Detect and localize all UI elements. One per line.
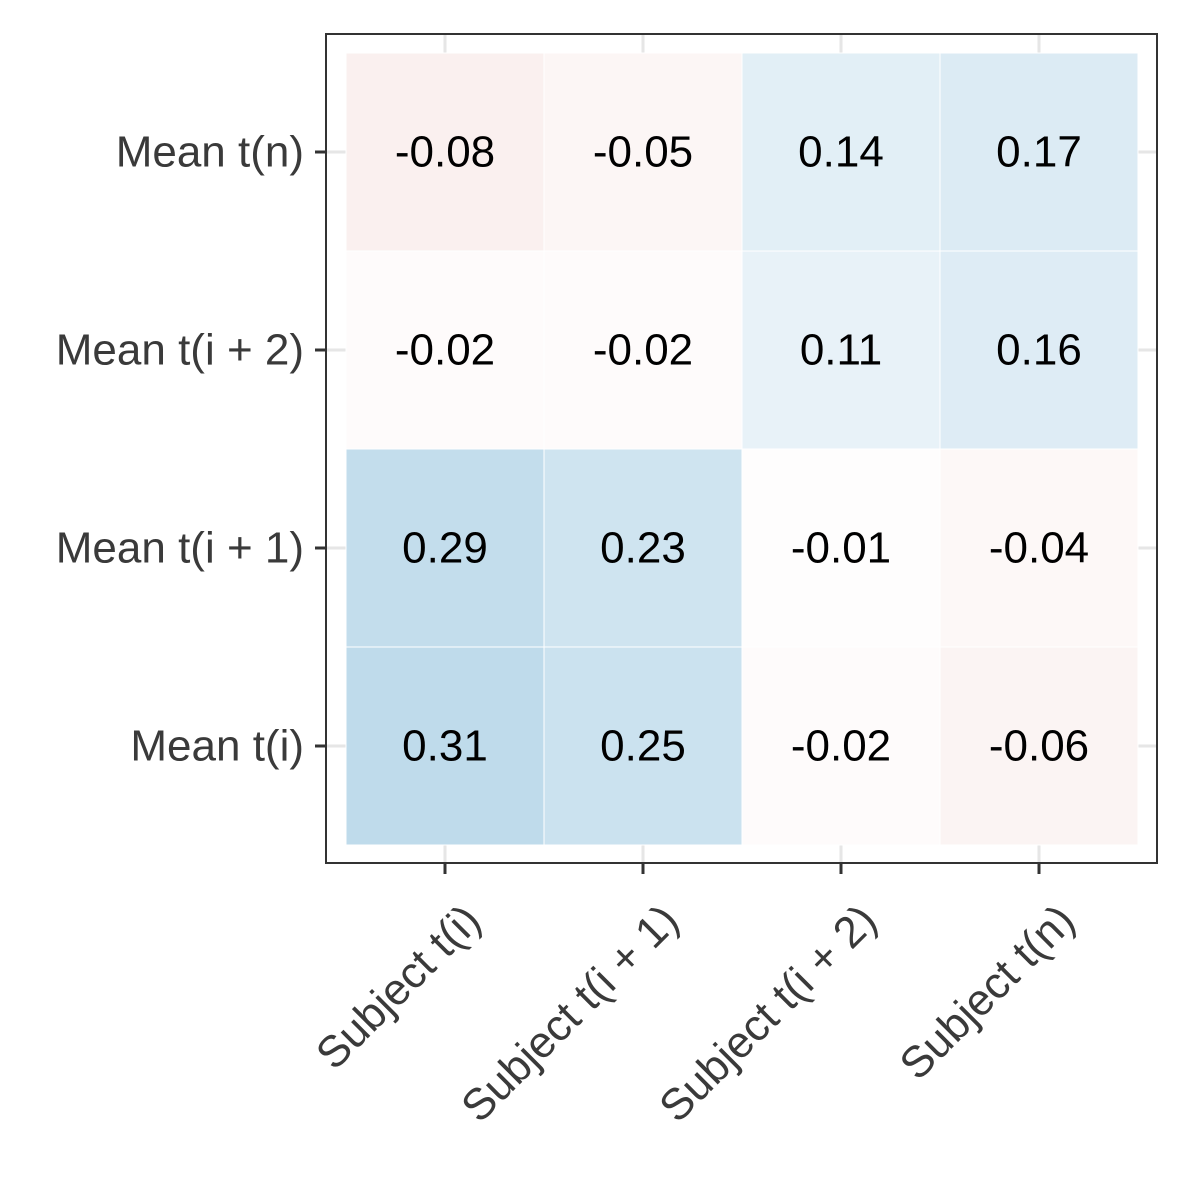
heatmap-cell [741, 250, 941, 450]
cell-value-label: 0.25 [600, 722, 686, 771]
heatmap-cell [939, 448, 1139, 648]
heatmap-cell [939, 52, 1139, 252]
cell-value-label: 0.11 [800, 326, 882, 375]
cell-value-label: -0.01 [791, 524, 891, 573]
heatmap-cell [345, 52, 545, 252]
heatmap-cell [543, 448, 743, 648]
heatmap-cell [939, 646, 1139, 846]
heatmap-cell [543, 250, 743, 450]
heatmap-cells [345, 52, 1139, 846]
cell-value-label: 0.16 [996, 326, 1082, 375]
heatmap-cell [741, 52, 941, 252]
cell-value-label: 0.31 [402, 722, 488, 771]
y-axis-tick-label: Mean t(i) [130, 722, 304, 771]
y-axis-tick-label: Mean t(i + 1) [56, 524, 304, 573]
heatmap-cell [543, 646, 743, 846]
cell-value-label: -0.05 [593, 128, 693, 177]
cell-value-label: 0.23 [600, 524, 686, 573]
cell-value-label: -0.02 [791, 722, 891, 771]
cell-value-label: -0.08 [395, 128, 495, 177]
cell-value-label: 0.17 [996, 128, 1082, 177]
heatmap-cell [543, 52, 743, 252]
heatmap-cell [345, 250, 545, 450]
y-axis: Mean t(i) Mean t(i + 1) Mean t(i + 2) Mean … [56, 128, 326, 771]
heatmap-cell [345, 448, 545, 648]
cell-value-label: -0.04 [989, 524, 1089, 573]
cell-value-label: 0.14 [798, 128, 884, 177]
heatmap-cell [741, 646, 941, 846]
heatmap-cell [345, 646, 545, 846]
cell-value-label: -0.02 [593, 326, 693, 375]
panel-border [325, 33, 1158, 864]
y-axis-tick-label: Mean t(n) [116, 128, 304, 177]
cell-value-labels: 0.31 0.25 -0.02 -0.06 0.29 0.23 -0.01 -0.04 -0.0… [395, 128, 1089, 771]
heatmap-cell [741, 448, 941, 648]
y-axis-tick-label: Mean t(i + 2) [56, 326, 304, 375]
cell-value-label: -0.06 [989, 722, 1089, 771]
heatmap-cell [939, 250, 1139, 450]
cell-value-label: -0.02 [395, 326, 495, 375]
cell-value-label: 0.29 [402, 524, 488, 573]
